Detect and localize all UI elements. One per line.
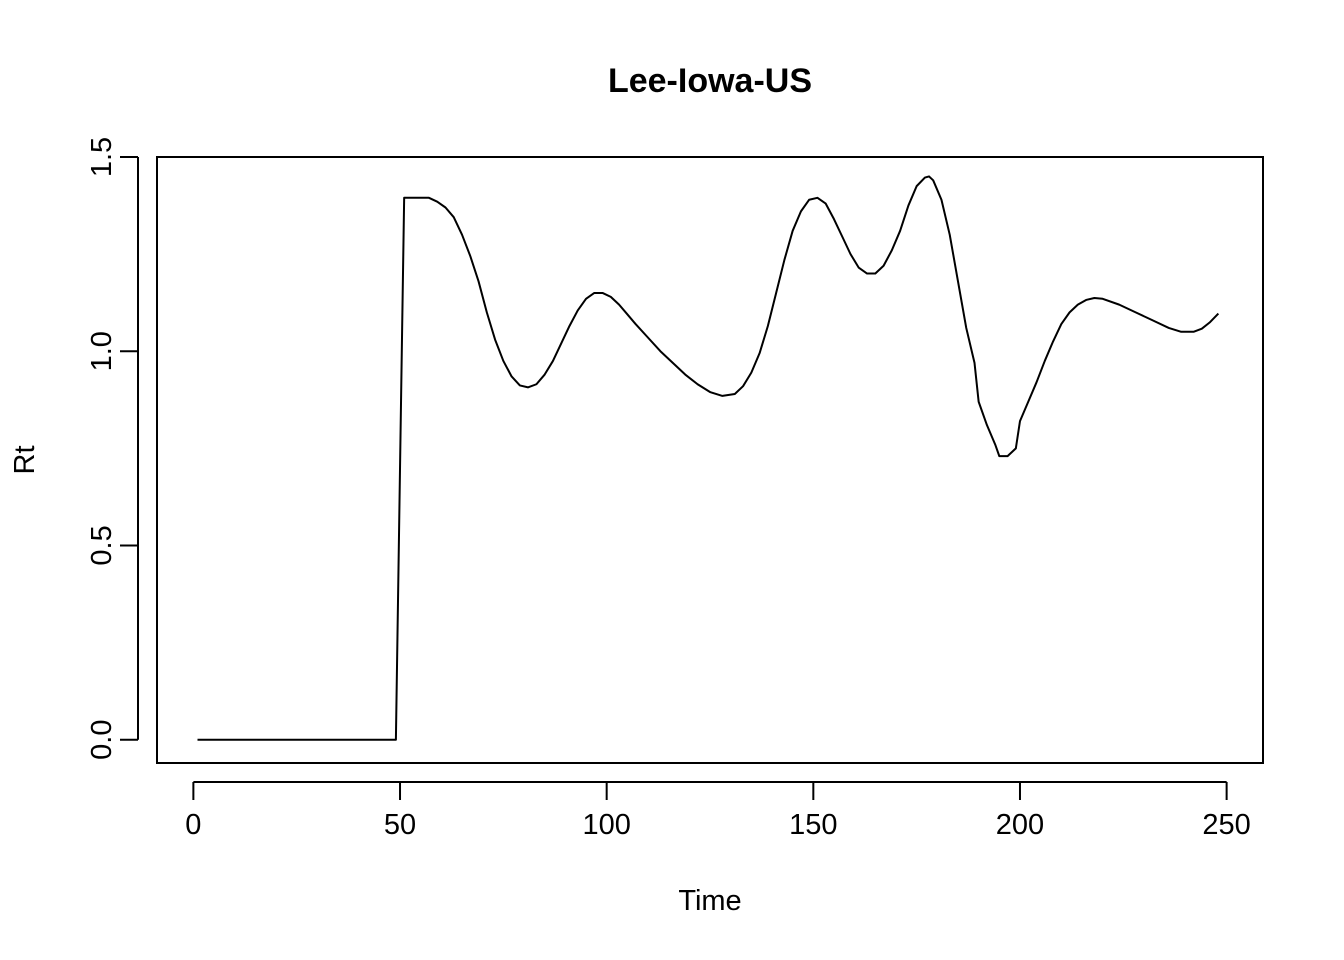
plot-frame <box>156 156 1264 764</box>
x-axis-label: Time <box>678 885 741 917</box>
y-tick-label: 0.5 <box>86 525 118 565</box>
x-tick-label: 150 <box>789 809 837 841</box>
x-axis: 0 50 100 150 200 250 <box>185 781 1251 841</box>
x-tick-label: 250 <box>1202 809 1250 841</box>
y-tick-label: 0.0 <box>86 720 118 760</box>
x-tick-label: 0 <box>185 809 201 841</box>
y-axis: 0.0 0.5 1.0 1.5 <box>86 137 139 760</box>
y-axis-label: Rt <box>9 446 41 475</box>
x-tick-label: 100 <box>582 809 630 841</box>
y-tick-label: 1.5 <box>86 137 118 177</box>
x-tick-label: 50 <box>384 809 416 841</box>
y-tick-label: 1.0 <box>86 331 118 371</box>
x-tick-label: 200 <box>996 809 1044 841</box>
chart-title: Lee-Iowa-US <box>608 62 812 100</box>
series-line <box>197 175 1220 741</box>
